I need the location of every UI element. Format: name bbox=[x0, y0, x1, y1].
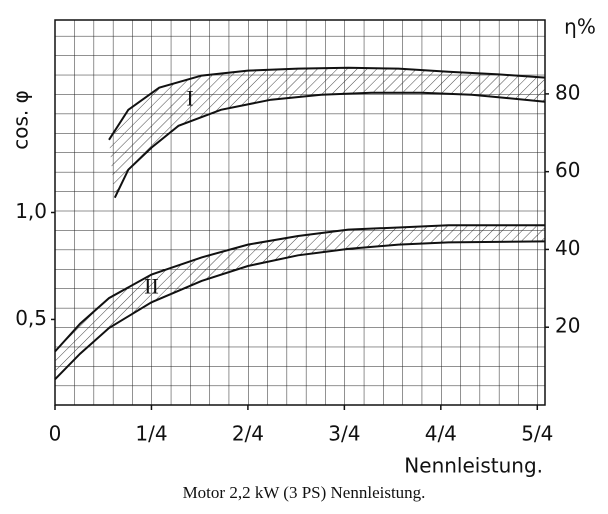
band-label: I bbox=[186, 86, 193, 111]
band-lower bbox=[54, 240, 546, 381]
y-axis-label: cos. φ bbox=[9, 90, 33, 150]
y2-tick-label: 40 bbox=[555, 236, 580, 260]
band-label: II bbox=[144, 273, 159, 298]
y2-axis-label: η% bbox=[564, 15, 596, 39]
y-tick-label: 0,5 bbox=[15, 306, 47, 330]
x-tick-label: 1/4 bbox=[135, 422, 167, 446]
y2-tick-label: 60 bbox=[555, 158, 580, 182]
caption: Motor 2,2 kW (3 PS) Nennleistung. bbox=[183, 483, 426, 502]
y-tick-label: 1,0 bbox=[15, 199, 47, 223]
x-tick-label: 3/4 bbox=[328, 422, 360, 446]
y2-tick-label: 20 bbox=[555, 314, 580, 338]
band-fill bbox=[109, 67, 545, 198]
x-tick-label: 2/4 bbox=[232, 422, 264, 446]
x-tick-label: 0 bbox=[49, 422, 62, 446]
x-tick-label: 5/4 bbox=[521, 422, 553, 446]
band-upper bbox=[54, 224, 545, 353]
y2-tick-label: 80 bbox=[555, 80, 580, 104]
band-lower bbox=[113, 91, 546, 199]
band-fill bbox=[55, 225, 545, 380]
x-tick-label: 4/4 bbox=[425, 422, 457, 446]
band-upper bbox=[108, 66, 546, 141]
x-axis-label: Nennleistung. bbox=[404, 454, 543, 478]
